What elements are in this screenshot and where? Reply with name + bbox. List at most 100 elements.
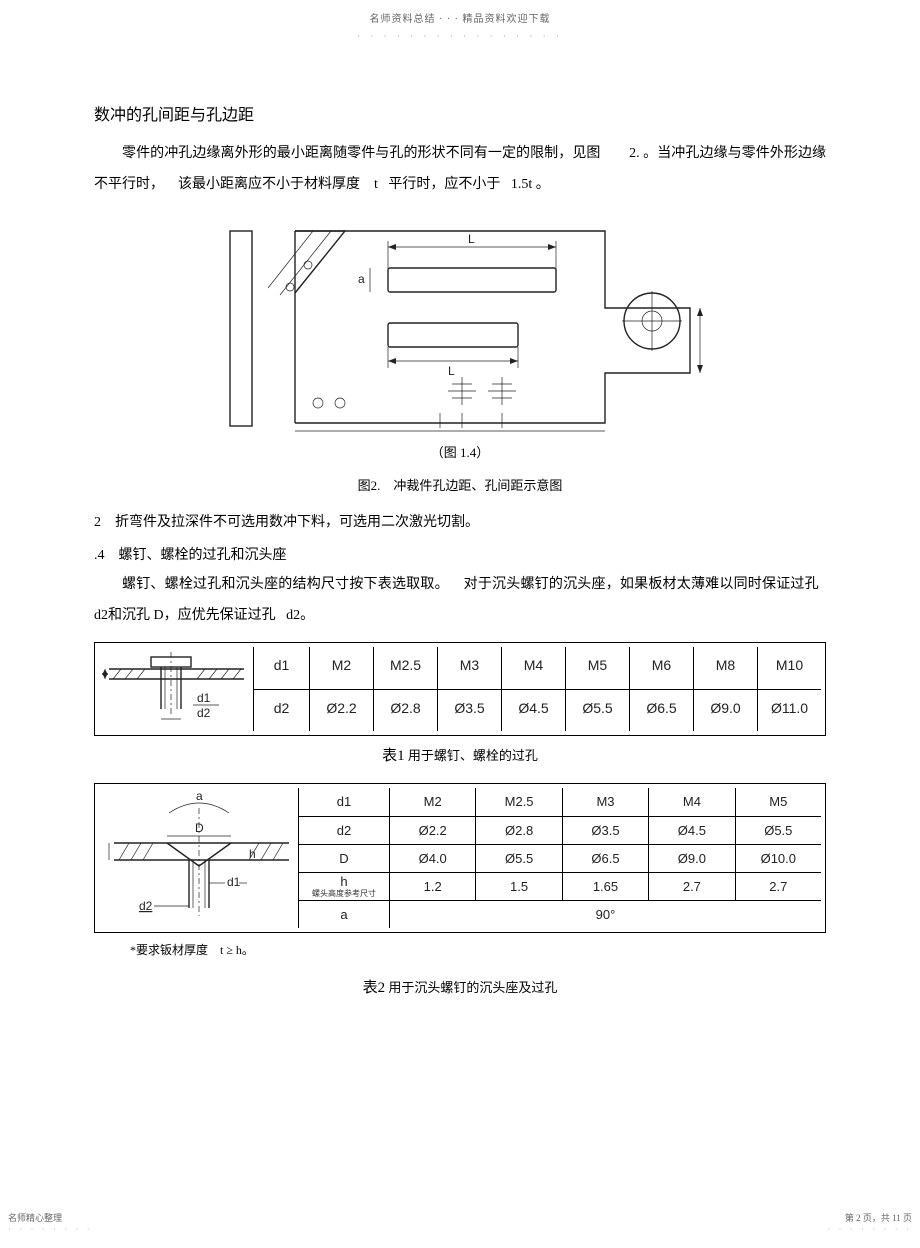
header-dots: · · · · · · · · · · · · · · · · [60, 31, 860, 41]
t2-row-alpha: a 90° [299, 900, 821, 928]
t1h8: M10 [757, 647, 821, 689]
t2r1c3: Ø3.5 [562, 816, 648, 844]
t2-h-sub: 螺头高度参考尺寸 [312, 890, 376, 898]
t2rh1: 1.2 [389, 872, 475, 900]
p2c: d2和沉孔 D，应优先保证过孔 [94, 608, 276, 623]
t2r2c3: Ø6.5 [562, 844, 648, 872]
footer-right-text: 第 2 页，共 11 页 [827, 1211, 912, 1224]
t1h5: M5 [565, 647, 629, 689]
t2-d1: d1 [227, 875, 241, 889]
p1ref: 2. [629, 146, 640, 161]
table-1: d1 d2 d1 M2 M2.5 M3 M4 M5 M6 M8 M10 [94, 642, 826, 736]
paragraph-1: 零件的冲孔边缘离外形的最小距离随零件与孔的形状不同有一定的限制，见图 2. 。当… [94, 139, 826, 201]
fig1-small-caption: （图 1.4） [60, 442, 860, 461]
t2rh2: 1.5 [475, 872, 561, 900]
footer-left-dots: · · · · · · · · [8, 1224, 93, 1234]
t2r1c5: Ø5.5 [735, 816, 821, 844]
t2r0c4: M4 [648, 788, 734, 816]
t1r1: Ø2.2 [309, 689, 373, 731]
fig1-caption: 图2. 冲裁件孔边距、孔间距示意图 [60, 475, 860, 494]
t2r2c5: Ø10.0 [735, 844, 821, 872]
note: *要求钣材厚度 t ≥ h。 [130, 941, 826, 958]
t1h4: M4 [501, 647, 565, 689]
t1r3: Ø3.5 [437, 689, 501, 731]
t1r6: Ø6.5 [629, 689, 693, 731]
t2-row-h: h 螺头高度参考尺寸 1.2 1.5 1.65 2.7 2.7 [299, 872, 821, 900]
table1-grid: d1 M2 M2.5 M3 M4 M5 M6 M8 M10 d2 Ø2.2 Ø2… [254, 647, 821, 731]
t1r5: Ø5.5 [565, 689, 629, 731]
t2r1c1: Ø2.2 [389, 816, 475, 844]
t2r0c1: M2 [389, 788, 475, 816]
table1-row-2: d2 Ø2.2 Ø2.8 Ø3.5 Ø4.5 Ø5.5 Ø6.5 Ø9.0 Ø1… [254, 689, 821, 731]
t2rh5: 2.7 [735, 872, 821, 900]
t2-row-0: d1 M2 M2.5 M3 M4 M5 [299, 788, 821, 816]
p1e: 1.5t [511, 177, 532, 192]
t1r4: Ø4.5 [501, 689, 565, 731]
t1h3: M3 [437, 647, 501, 689]
t1h7: M8 [693, 647, 757, 689]
table1-row-header: d1 M2 M2.5 M3 M4 M5 M6 M8 M10 [254, 647, 821, 689]
t2cap-big: 表2 [363, 980, 386, 996]
section-title: 数冲的孔间距与孔边距 [94, 101, 860, 125]
footer-right: 第 2 页，共 11 页 · · · · · · · · [827, 1211, 912, 1234]
dim-L2: L [448, 364, 455, 378]
p1d: 平行时，应不小于 [388, 177, 500, 192]
table2-caption: 表2 用于沉头螺钉的沉头座及过孔 [60, 976, 860, 997]
t1-d2: d2 [197, 706, 211, 720]
p2b: 对于沉头螺钉的沉头座，如果板材太薄难以同时保证过孔 [464, 577, 819, 592]
footer-right-dots: · · · · · · · · [827, 1224, 912, 1234]
figure-1: L a L [60, 213, 860, 494]
t2-row-2: D Ø4.0 Ø5.5 Ø6.5 Ø9.0 Ø10.0 [299, 844, 821, 872]
t2-d2: d2 [139, 899, 153, 913]
t2r2c2: Ø5.5 [475, 844, 561, 872]
t1-d1: d1 [197, 691, 211, 705]
t2r1c4: Ø4.5 [648, 816, 734, 844]
line-2: 2 折弯件及拉深件不可选用数冲下料，可选用二次激光切割。 [94, 508, 826, 539]
t2-h: h [249, 847, 256, 861]
t1h6: M6 [629, 647, 693, 689]
t2alpha-label: a [299, 900, 389, 928]
footer-left: 名师精心整理 · · · · · · · · [8, 1211, 93, 1234]
t1cap-rest: 用于螺钉、螺栓的过孔 [408, 748, 538, 763]
t2r0c3: M3 [562, 788, 648, 816]
t2rh3: 1.65 [562, 872, 648, 900]
t2r0c0: d1 [299, 788, 389, 816]
t2r1c0: d2 [299, 816, 389, 844]
p2d: d2。 [286, 608, 314, 623]
t2rh-label: h 螺头高度参考尺寸 [299, 872, 389, 900]
t2-h-label: h [340, 874, 347, 889]
header-text: 名师资料总结 · · · 精品资料欢迎下载 [60, 10, 860, 25]
table1-diagram: d1 d2 [99, 647, 254, 731]
t2cap-rest: 用于沉头螺钉的沉头座及过孔 [388, 980, 557, 995]
footer-left-text: 名师精心整理 [8, 1211, 93, 1224]
table2-grid: d1 M2 M2.5 M3 M4 M5 d2 Ø2.2 Ø2.8 Ø3.5 Ø4… [299, 788, 821, 928]
p2a: 螺钉、螺栓过孔和沉头座的结构尺寸按下表选取取。 [122, 577, 449, 592]
p1a: 零件的冲孔边缘离外形的最小距离随零件与孔的形状不同有一定的限制，见图 [122, 146, 600, 161]
paragraph-2: 螺钉、螺栓过孔和沉头座的结构尺寸按下表选取取。 对于沉头螺钉的沉头座，如果板材太… [94, 570, 826, 632]
t1h1: M2 [309, 647, 373, 689]
t1r8: Ø11.0 [757, 689, 821, 731]
t2r2c4: Ø9.0 [648, 844, 734, 872]
line-3: .4 螺钉、螺栓的过孔和沉头座 [94, 544, 826, 564]
table1-caption: 表1 用于螺钉、螺栓的过孔 [60, 744, 860, 765]
t2r0c2: M2.5 [475, 788, 561, 816]
table-2: a D [94, 783, 826, 933]
t2alpha-val: 90° [389, 900, 821, 928]
page: 名师资料总结 · · · 精品资料欢迎下载 · · · · · · · · · … [0, 0, 920, 1248]
t1cap-big: 表1 [382, 748, 405, 764]
t2-row-1: d2 Ø2.2 Ø2.8 Ø3.5 Ø4.5 Ø5.5 [299, 816, 821, 844]
t2r1c2: Ø2.8 [475, 816, 561, 844]
t2r2c0: D [299, 844, 389, 872]
dim-L1: L [468, 232, 475, 246]
t1h0: d1 [254, 647, 309, 689]
p1c: 该最小距离应不小于材料厚度 [178, 177, 360, 192]
t1r0: d2 [254, 689, 309, 731]
p1f: 。 [536, 177, 550, 192]
t1r2: Ø2.8 [373, 689, 437, 731]
table2-diagram: a D [99, 788, 299, 928]
t1h2: M2.5 [373, 647, 437, 689]
t2r0c5: M5 [735, 788, 821, 816]
t1r7: Ø9.0 [693, 689, 757, 731]
dim-a: a [358, 272, 365, 286]
t2-a: a [196, 789, 203, 803]
